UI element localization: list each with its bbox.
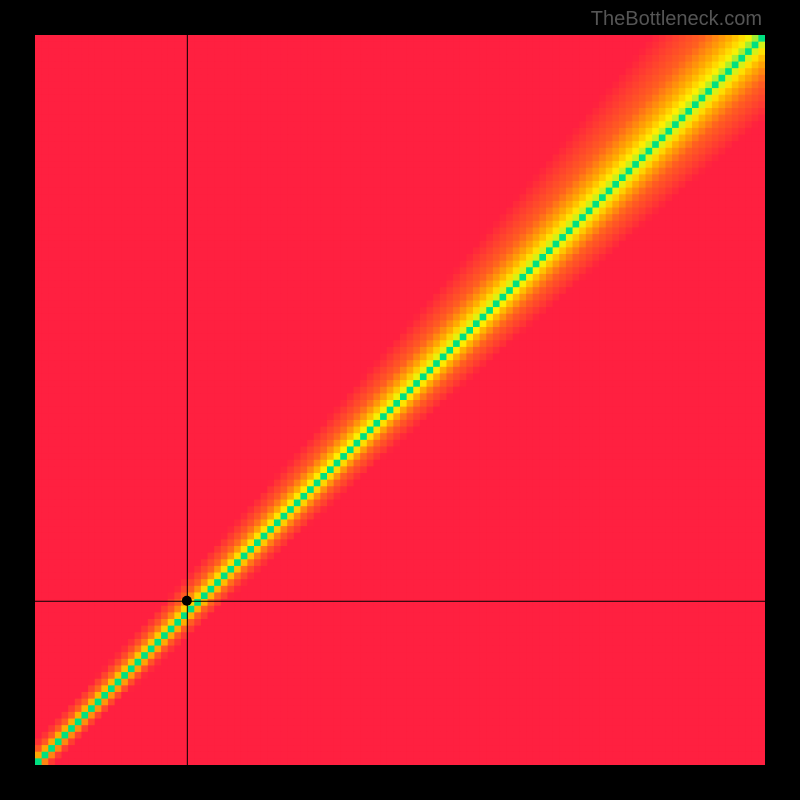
heatmap-canvas [35, 35, 765, 765]
watermark-text: TheBottleneck.com [591, 8, 762, 31]
bottleneck-heatmap [35, 35, 765, 765]
